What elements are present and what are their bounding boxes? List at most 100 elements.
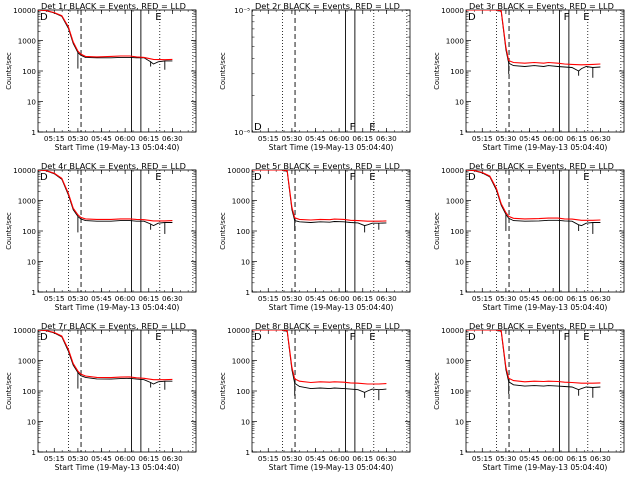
x-tick-label: 05:30 [282,454,303,463]
panel-title: Det 3r BLACK = Events, RED = LLD [469,1,614,11]
x-tick-label: 05:30 [282,134,303,143]
marker-f: F [564,332,570,343]
y-tick-label: 1000 [446,197,465,206]
y-axis-label: Counts/sec [433,212,441,250]
plot-frame [251,169,411,293]
x-tick-label: 06:00 [543,134,564,143]
plot-frame [465,9,625,133]
y-tick-label: 1 [31,128,36,137]
y-tick-label: 10000 [441,326,464,335]
y-tick-label: 1000 [446,37,465,46]
marker-d: D [254,172,262,183]
x-tick-label: 05:15 [258,454,279,463]
x-tick-label: 06:30 [376,294,397,303]
y-tick-label: 1 [459,128,464,137]
y-tick-label: 100 [236,387,250,396]
x-tick-label: 06:15 [352,454,373,463]
y-tick-label: 10 [241,418,251,427]
plot-frame [37,9,197,133]
x-axis-label: Start Time (19-May-13 05:04:40) [483,143,608,152]
x-axis-label: Start Time (19-May-13 05:04:40) [483,463,608,472]
series-lld [252,330,387,385]
panel-title: Det 6r BLACK = Events, RED = LLD [469,161,614,171]
x-axis-label: Start Time (19-May-13 05:04:40) [483,303,608,312]
y-tick-label: 10 [455,98,465,107]
panel-det-5: Det 5r BLACK = Events, RED = LLD 1 10 100 10… [219,161,411,312]
y-tick-label: 100 [450,387,464,396]
x-tick-label: 05:45 [305,134,326,143]
x-tick-label: 06:15 [566,294,587,303]
x-tick-label: 05:45 [91,454,112,463]
x-tick-label: 06:30 [590,134,611,143]
marker-e: E [155,172,161,183]
y-tick-label: 10⁻⁵ [234,6,250,15]
y-tick-label: 10000 [13,6,36,15]
marker-e: E [369,332,375,343]
x-tick-label: 06:30 [376,134,397,143]
plot-frame [251,329,411,453]
marker-d: D [40,172,48,183]
x-tick-label: 05:30 [68,294,89,303]
x-tick-label: 05:15 [44,294,65,303]
series-events [252,170,387,227]
series-lld [38,10,173,61]
series-events [466,10,601,72]
x-tick-label: 06:00 [543,454,564,463]
x-tick-label: 05:45 [519,134,540,143]
y-tick-label: 100 [22,387,36,396]
x-tick-label: 06:15 [352,134,373,143]
panel-det-4: Det 4r BLACK = Events, RED = LLD 1 10 100 10… [5,161,197,312]
x-tick-label: 05:30 [496,294,517,303]
series-events [38,330,173,385]
x-tick-label: 05:15 [258,294,279,303]
marker-f: F [564,12,570,23]
panel-det-9: Det 9r BLACK = Events, RED = LLD 1 10 100 10… [433,321,625,472]
y-tick-label: 100 [450,227,464,236]
y-tick-label: 10000 [13,166,36,175]
y-tick-label: 1000 [18,357,37,366]
y-tick-label: 1 [459,288,464,297]
panel-det-6: Det 6r BLACK = Events, RED = LLD 1 10 100 10… [433,161,625,312]
x-axis-label: Start Time (19-May-13 05:04:40) [55,303,180,312]
marker-e: E [583,12,589,23]
y-axis-label: Counts/sec [219,372,227,410]
series-events [38,10,173,65]
marker-d: D [468,12,476,23]
plot-frame [465,329,625,453]
x-tick-label: 06:15 [352,294,373,303]
x-tick-label: 05:15 [258,134,279,143]
y-axis-label: Counts/sec [219,52,227,90]
y-tick-label: 100 [450,67,464,76]
y-tick-label: 10000 [441,6,464,15]
x-tick-label: 05:15 [472,454,493,463]
plot-frame [465,169,625,293]
panel-det-1: Det 1r BLACK = Events, RED = LLD 1 10 100 10… [5,1,197,152]
panel-det-8: Det 8r BLACK = Events, RED = LLD 1 10 100 10… [219,321,411,472]
series-lld [466,10,601,66]
x-tick-label: 06:15 [138,454,159,463]
y-tick-label: 10000 [227,166,250,175]
x-tick-label: 05:15 [44,454,65,463]
x-tick-label: 06:30 [590,294,611,303]
x-axis-label: Start Time (19-May-13 05:04:40) [269,143,394,152]
y-axis-label: Counts/sec [5,52,13,90]
marker-e: E [369,172,375,183]
y-axis-label: Counts/sec [5,372,13,410]
y-tick-label: 10000 [227,326,250,335]
x-tick-label: 05:45 [519,294,540,303]
x-tick-label: 06:15 [138,134,159,143]
marker-d: D [40,12,48,23]
x-tick-label: 06:30 [162,294,183,303]
y-tick-label: 1000 [18,37,37,46]
x-tick-label: 05:45 [91,294,112,303]
marker-d: D [254,122,262,133]
marker-d: D [254,332,262,343]
y-axis-label: Counts/sec [433,372,441,410]
plot-frame [251,9,411,133]
y-tick-label: 1000 [232,357,251,366]
y-axis-label: Counts/sec [219,212,227,250]
y-tick-label: 100 [22,227,36,236]
x-tick-label: 06:00 [115,294,136,303]
